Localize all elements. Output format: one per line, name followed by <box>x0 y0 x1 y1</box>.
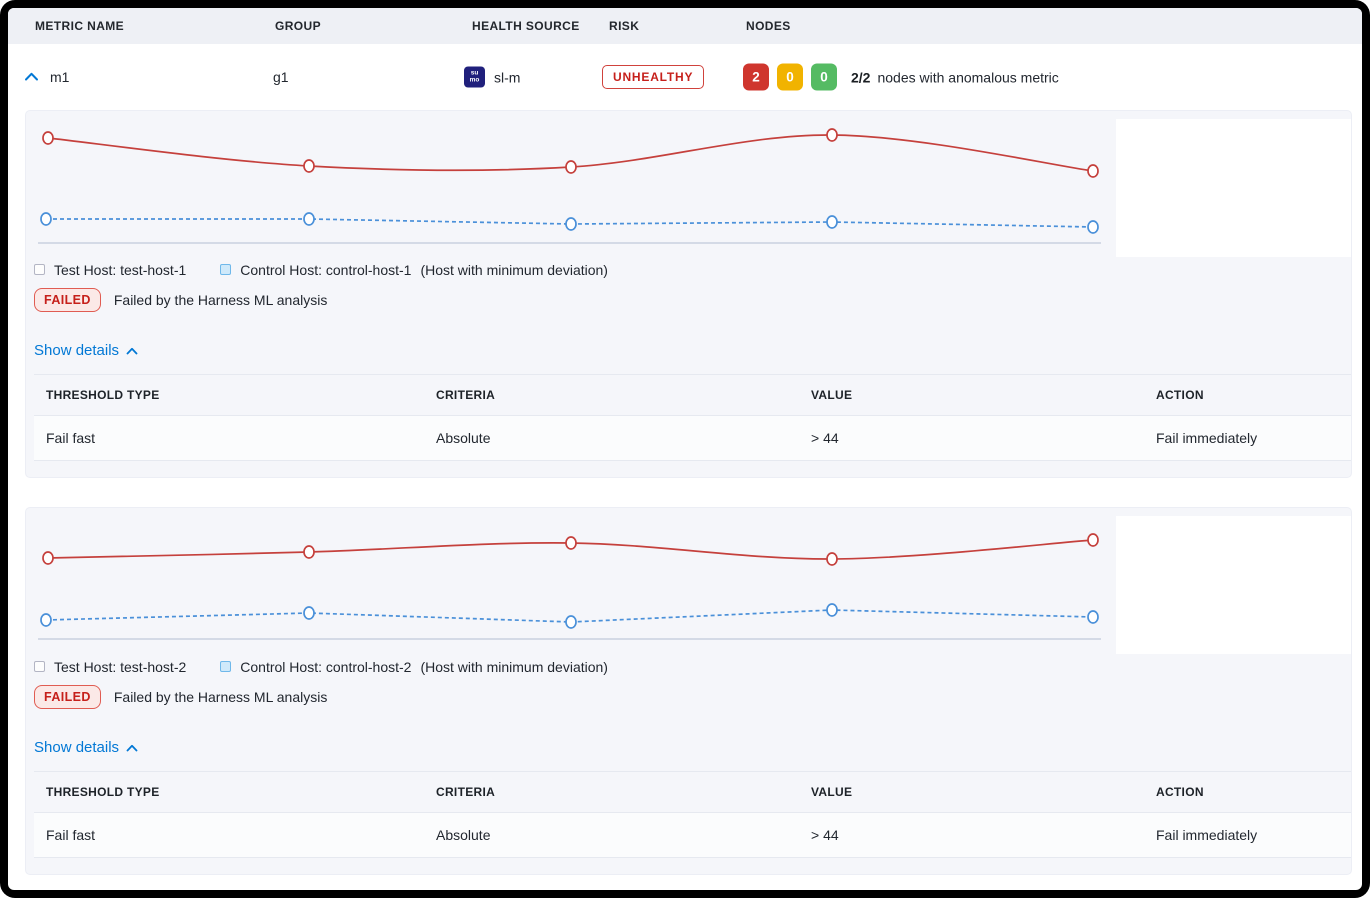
cell-action: Fail immediately <box>1144 812 1351 858</box>
th-criteria: CRITERIA <box>424 771 799 813</box>
test-host-legend-label: Test Host: test-host-1 <box>54 261 187 278</box>
column-header-metric-name: METRIC NAME <box>35 19 125 33</box>
show-details-toggle[interactable]: Show details <box>34 342 138 359</box>
column-header-risk: RISK <box>609 19 640 33</box>
threshold-table-row: Fail fast Absolute > 44 Fail immediately <box>34 812 1351 858</box>
column-header-health-source: HEALTH SOURCE <box>472 19 580 33</box>
threshold-details-table: THRESHOLD TYPE CRITERIA VALUE ACTION Fai… <box>34 771 1351 858</box>
metrics-table-header: METRIC NAME GROUP HEALTH SOURCE RISK NOD… <box>8 8 1362 44</box>
threshold-table-row: Fail fast Absolute > 44 Fail immediately <box>34 415 1351 461</box>
threshold-details-table: THRESHOLD TYPE CRITERIA VALUE ACTION Fai… <box>34 374 1351 461</box>
sumologic-icon-line2: mo <box>469 76 480 83</box>
metric-summary-row[interactable]: m1 g1 su mo sl-m UNHEALTHY 2 0 0 2/2 nod… <box>8 44 1362 110</box>
app-window: METRIC NAME GROUP HEALTH SOURCE RISK NOD… <box>8 8 1362 890</box>
cell-threshold-type: Fail fast <box>34 812 424 858</box>
cell-value: > 44 <box>799 415 1144 461</box>
expanded-metric-details: Test Host: test-host-1 Control Host: con… <box>8 110 1362 875</box>
chevron-up-icon <box>126 744 138 751</box>
health-source: su mo sl-m <box>464 66 521 88</box>
analysis-status-message: Failed by the Harness ML analysis <box>113 689 328 705</box>
metric-name: m1 <box>50 69 70 85</box>
chart-legend: Test Host: test-host-1 Control Host: con… <box>34 261 1351 278</box>
show-details-label: Show details <box>34 739 120 756</box>
metric-chart-host-1 <box>26 111 1351 257</box>
control-host-legend-label: Control Host: control-host-2 <box>240 658 412 675</box>
analysis-status-row: FAILED Failed by the Harness ML analysis <box>34 288 1351 312</box>
metric-analysis-card-host-2: Test Host: test-host-2 Control Host: con… <box>25 507 1352 875</box>
sumologic-icon: su mo <box>464 66 485 88</box>
healthy-node-count-badge: 0 <box>811 63 837 91</box>
risk-status-badge: UNHEALTHY <box>602 65 705 89</box>
anomalous-nodes-caption: nodes with anomalous metric <box>877 69 1059 85</box>
cell-action: Fail immediately <box>1144 415 1351 461</box>
show-details-toggle[interactable]: Show details <box>34 739 138 756</box>
analysis-status-message: Failed by the Harness ML analysis <box>113 292 328 308</box>
warning-node-count-badge: 0 <box>777 63 803 91</box>
group-name: g1 <box>273 69 289 85</box>
column-header-group: GROUP <box>275 19 322 33</box>
health-source-label: sl-m <box>494 69 521 85</box>
cell-threshold-type: Fail fast <box>34 415 424 461</box>
threshold-table-header-row: THRESHOLD TYPE CRITERIA VALUE ACTION <box>34 771 1351 813</box>
failed-badge: FAILED <box>34 685 101 709</box>
sumologic-icon-line1: su <box>470 69 479 77</box>
show-details-label: Show details <box>34 342 120 359</box>
timeseries-chart[interactable] <box>26 508 1352 654</box>
anomalous-nodes-ratio: 2/2 <box>851 69 871 85</box>
test-host-legend-checkbox[interactable] <box>34 661 45 672</box>
control-host-legend-checkbox[interactable] <box>220 661 232 672</box>
th-threshold-type: THRESHOLD TYPE <box>34 374 424 416</box>
threshold-table-header-row: THRESHOLD TYPE CRITERIA VALUE ACTION <box>34 374 1351 416</box>
column-header-nodes: NODES <box>746 19 791 33</box>
th-threshold-type: THRESHOLD TYPE <box>34 771 424 813</box>
metric-chart-host-2 <box>26 508 1351 654</box>
cell-value: > 44 <box>799 812 1144 858</box>
failed-badge: FAILED <box>34 288 101 312</box>
analysis-status-row: FAILED Failed by the Harness ML analysis <box>34 685 1351 709</box>
timeseries-chart[interactable] <box>26 111 1352 257</box>
collapse-chevron-icon[interactable] <box>24 68 39 86</box>
unhealthy-node-count-badge: 2 <box>743 63 769 91</box>
cell-criteria: Absolute <box>424 812 799 858</box>
minimum-deviation-note: (Host with minimum deviation) <box>420 658 608 675</box>
th-value: VALUE <box>799 771 1144 813</box>
chart-legend: Test Host: test-host-2 Control Host: con… <box>34 658 1351 675</box>
nodes-summary: 2 0 0 2/2 nodes with anomalous metric <box>743 63 1059 91</box>
chevron-up-icon <box>126 347 138 354</box>
control-host-legend-label: Control Host: control-host-1 <box>240 261 412 278</box>
test-host-legend-label: Test Host: test-host-2 <box>54 658 187 675</box>
th-criteria: CRITERIA <box>424 374 799 416</box>
chart-side-panel <box>1116 516 1351 654</box>
control-host-legend-checkbox[interactable] <box>220 264 232 275</box>
test-host-legend-checkbox[interactable] <box>34 264 45 275</box>
cell-criteria: Absolute <box>424 415 799 461</box>
minimum-deviation-note: (Host with minimum deviation) <box>420 261 608 278</box>
chart-side-panel <box>1116 119 1351 257</box>
metric-analysis-card-host-1: Test Host: test-host-1 Control Host: con… <box>25 110 1352 478</box>
th-value: VALUE <box>799 374 1144 416</box>
th-action: ACTION <box>1144 374 1351 416</box>
th-action: ACTION <box>1144 771 1351 813</box>
